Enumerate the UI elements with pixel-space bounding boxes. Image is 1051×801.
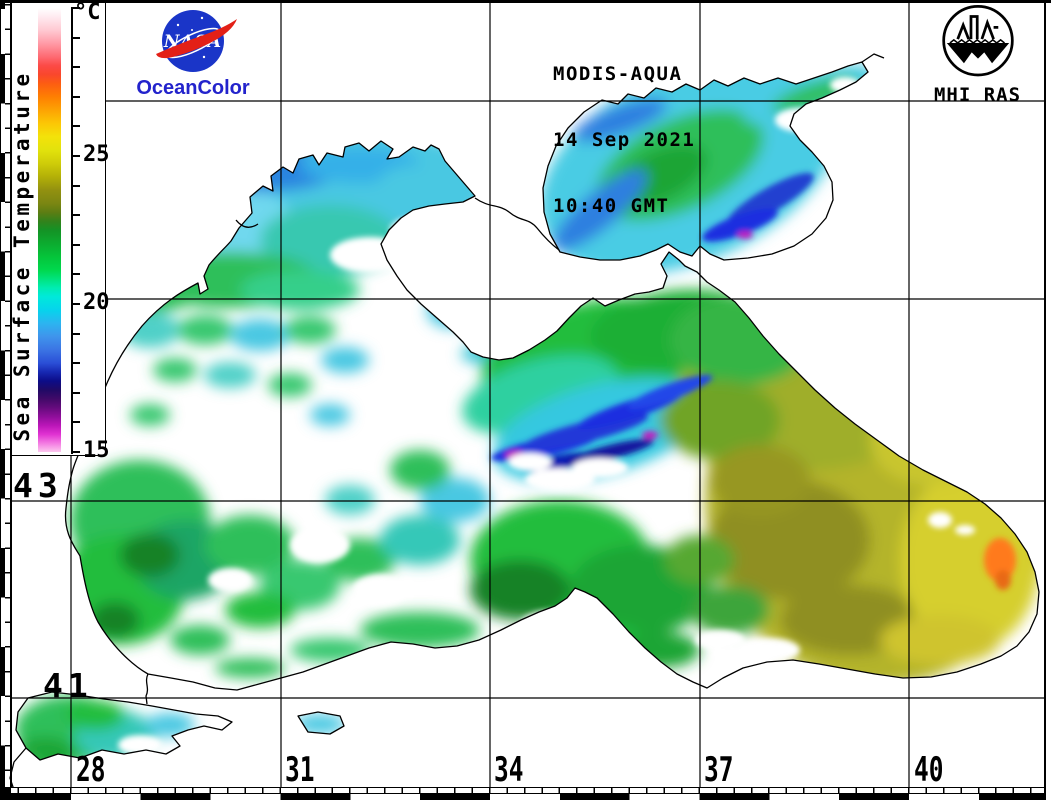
colorbar-ticks: 25 20 15	[11, 3, 110, 463]
longitude-label: 40	[914, 750, 944, 790]
acquisition-info: MODIS-AQUA 14 Sep 2021 10:40 GMT	[553, 19, 695, 261]
colorbar-tick	[71, 214, 80, 217]
mhi-ras-caption: MHI RAS	[933, 84, 1022, 106]
coastline	[9, 53, 1040, 791]
longitude-label: 31	[285, 750, 315, 790]
colorbar-tick	[71, 243, 80, 246]
frame-right-line	[1044, 0, 1046, 800]
colorbar-tick-label: 20	[83, 290, 110, 315]
acquisition-time: 10:40 GMT	[553, 195, 670, 217]
sensor-name: MODIS-AQUA	[553, 63, 683, 85]
oceancolor-wordmark: OceanColor	[136, 77, 250, 99]
colorbar-tick	[71, 155, 80, 157]
colorbar-tick	[71, 125, 80, 128]
frame-top-line	[0, 0, 1051, 3]
colorbar-tick	[71, 303, 80, 305]
colorbar-tick	[71, 7, 80, 9]
longitude-label: 37	[704, 750, 734, 790]
latitude-label: 43	[13, 466, 63, 505]
nasa-logo: NASA	[156, 10, 237, 72]
colorbar-tick	[71, 66, 80, 69]
colorbar-tick	[71, 391, 80, 394]
colorbar-tick	[71, 332, 80, 335]
mhi-ras-emblem	[942, 4, 1014, 77]
latitude-ruler-outer	[0, 2, 6, 788]
nasa-logo-panel: NASA OceanColor	[106, 3, 280, 99]
longitude-ruler-band	[0, 794, 1046, 800]
colorbar-tick	[71, 273, 80, 276]
colorbar-tick	[71, 95, 80, 98]
longitude-label: 34	[494, 750, 524, 790]
colorbar-tick	[71, 451, 80, 453]
acquisition-date: 14 Sep 2021	[553, 129, 696, 151]
nasa-swoosh	[156, 19, 237, 59]
mhi-ras-logo-panel: MHI RAS	[909, 2, 1046, 106]
colorbar-tick-label: 25	[83, 142, 110, 167]
longitude-label: 28	[76, 750, 106, 790]
frame-left-line	[10, 2, 12, 788]
colorbar-axis	[71, 8, 73, 454]
colorbar-tick	[71, 36, 80, 39]
colorbar-tick-label: 15	[83, 438, 110, 463]
colorbar-tick	[71, 184, 80, 187]
colorbar-tick	[71, 362, 80, 365]
colorbar-gradient	[38, 8, 61, 452]
longitude-ruler-cells	[0, 787, 1046, 794]
colorbar-panel: Sea Surface Temperature 25 20 15 °C	[10, 0, 110, 463]
celsius-unit-label: °C	[74, 0, 101, 25]
frame-corner	[0, 787, 11, 800]
colorbar-tick	[71, 421, 80, 424]
latitude-label: 41	[43, 666, 93, 705]
latitude-ruler-inner	[5, 2, 10, 788]
